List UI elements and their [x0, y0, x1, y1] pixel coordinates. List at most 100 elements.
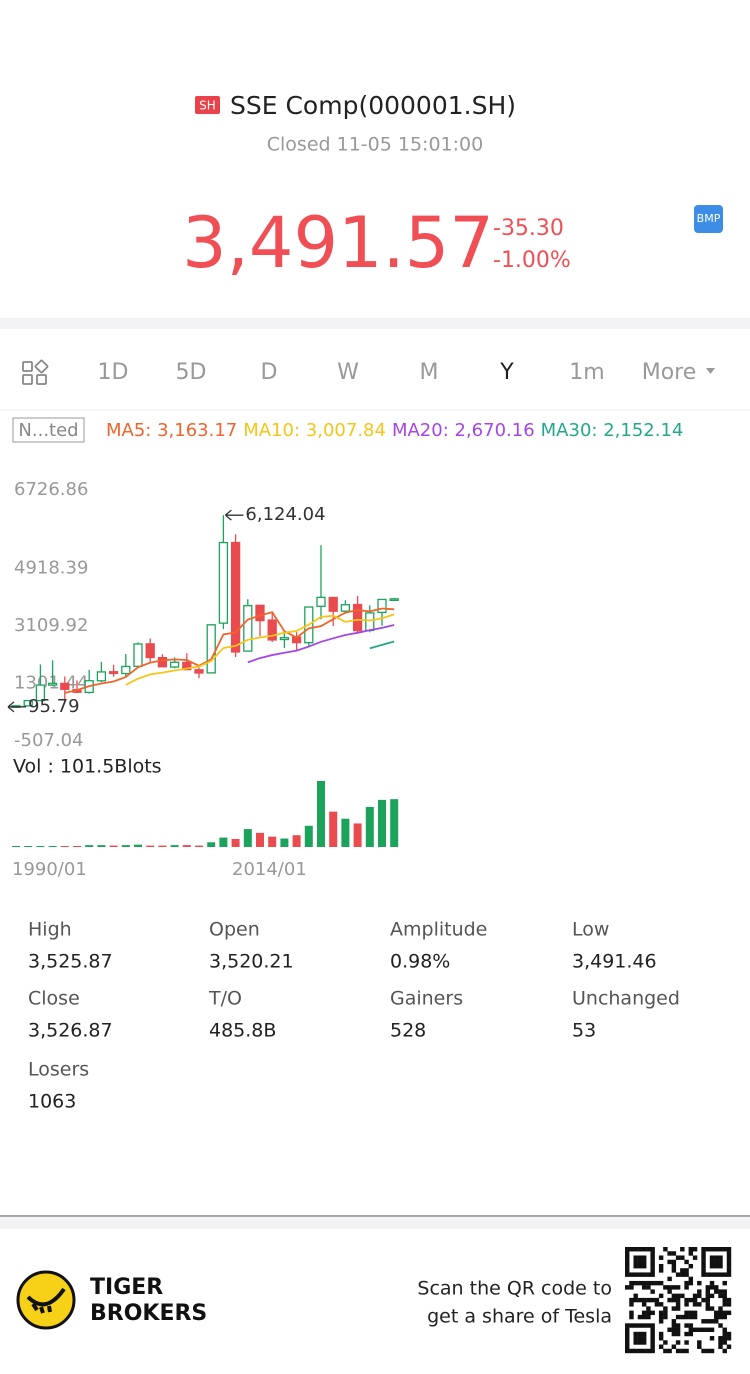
qr-cell	[688, 1263, 694, 1269]
qr-cell	[641, 1255, 647, 1260]
qr-cell	[675, 1293, 681, 1299]
qr-cell	[625, 1331, 630, 1337]
qr-cell	[722, 1280, 727, 1286]
candle-body	[96, 671, 107, 682]
volume-bar	[73, 846, 81, 847]
qr-cell	[633, 1297, 638, 1303]
qr-cell	[658, 1336, 664, 1341]
qr-cell	[637, 1255, 643, 1260]
qr-cell	[641, 1263, 647, 1269]
qr-cell	[705, 1247, 710, 1252]
price: 3,491.57	[182, 202, 494, 284]
qr-cell	[650, 1280, 655, 1286]
qr-cell	[633, 1272, 638, 1277]
qr-cell	[671, 1344, 677, 1349]
qr-cell	[675, 1306, 681, 1311]
tab[interactable]: D	[261, 360, 278, 385]
qr-cell	[726, 1331, 732, 1337]
qr-cell	[650, 1348, 655, 1354]
candle-body	[377, 598, 387, 614]
candle-body	[340, 604, 351, 612]
dropdown-arrow[interactable]	[706, 368, 715, 374]
qr-cell	[637, 1297, 643, 1303]
candle-body	[206, 624, 216, 674]
qr-cell	[663, 1247, 668, 1252]
separator	[0, 318, 750, 329]
tab[interactable]: Y	[499, 360, 514, 385]
qr-cell	[701, 1348, 706, 1354]
qr-cell	[680, 1247, 685, 1252]
stat-value: 485.8B	[209, 1020, 276, 1042]
y-tick-label: -507.04	[14, 730, 83, 751]
qr-cell	[671, 1319, 677, 1324]
qr-cell	[718, 1340, 723, 1345]
qr-cell	[722, 1289, 727, 1294]
candle-body	[316, 596, 326, 607]
qr-cell	[625, 1255, 630, 1260]
qr-cell	[692, 1255, 698, 1260]
tab[interactable]: More	[642, 360, 697, 385]
qr-cell	[701, 1251, 706, 1256]
qr-cell	[697, 1327, 702, 1332]
stat-value: 53	[572, 1020, 596, 1042]
qr-cell	[646, 1348, 651, 1354]
qr-cell	[629, 1285, 634, 1290]
qr-cell	[658, 1293, 664, 1299]
qr-cell	[633, 1293, 638, 1299]
volume-bar	[219, 837, 228, 847]
stat-value: 1063	[28, 1091, 76, 1113]
qr-cell	[675, 1255, 681, 1260]
qr-cell	[714, 1314, 719, 1320]
qr-cell	[650, 1268, 655, 1273]
tab[interactable]: 5D	[176, 360, 207, 385]
logo-mark	[26, 1287, 66, 1314]
y-tick-label: 3109.92	[14, 615, 88, 636]
volume-bar	[280, 838, 289, 847]
stat-value: 0.98%	[390, 951, 450, 973]
qr-cell	[726, 1255, 732, 1260]
tab[interactable]: W	[337, 360, 359, 385]
tab[interactable]: M	[420, 360, 439, 385]
qr-cell	[625, 1247, 630, 1252]
ma-line	[247, 624, 395, 664]
badge: SH	[199, 99, 216, 113]
qr-cell	[684, 1280, 689, 1286]
qr-cell	[675, 1285, 681, 1290]
qr-cell	[671, 1268, 677, 1273]
qr-cell	[718, 1259, 723, 1265]
qr-cell	[646, 1323, 651, 1328]
qr-cell	[701, 1247, 706, 1252]
logo	[16, 1270, 76, 1330]
adjust-box[interactable]	[12, 417, 85, 443]
qr-cell	[658, 1344, 664, 1349]
qr-cell	[625, 1336, 630, 1341]
qr-cell	[625, 1272, 630, 1277]
qr-cell	[641, 1310, 647, 1316]
qr-cell	[684, 1297, 689, 1303]
qr-cell	[646, 1247, 651, 1252]
tab[interactable]: 1D	[98, 360, 129, 385]
qr-cell	[671, 1297, 677, 1303]
qr-cell	[641, 1297, 647, 1303]
qr-cell	[637, 1348, 643, 1354]
qr-cell	[663, 1285, 668, 1290]
qr-cell	[709, 1263, 715, 1269]
volume-bar	[329, 811, 338, 847]
qr-cell	[671, 1285, 677, 1290]
qr-cell	[688, 1331, 694, 1337]
qr-cell	[629, 1297, 634, 1303]
qr-cell	[667, 1289, 672, 1294]
candle-body	[389, 598, 399, 602]
layout-icon[interactable]	[22, 359, 49, 385]
qr-cell	[625, 1327, 630, 1332]
qr-cell	[714, 1255, 719, 1260]
volume-bar	[60, 846, 69, 847]
tab[interactable]: 1m	[569, 360, 604, 385]
qr-cell	[637, 1323, 643, 1328]
qr-cell	[684, 1272, 689, 1277]
qr-cell	[658, 1319, 664, 1324]
bmp-icon[interactable]	[694, 205, 723, 233]
qr-cell	[722, 1327, 727, 1332]
adjust-label: N...ted	[18, 420, 78, 441]
qr-cell	[692, 1327, 698, 1332]
